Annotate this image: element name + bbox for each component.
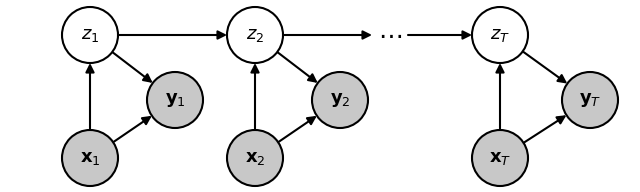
Text: $\mathbf{y}_2$: $\mathbf{y}_2$ [330, 91, 350, 109]
Circle shape [62, 7, 118, 63]
Text: $z_1$: $z_1$ [81, 26, 99, 44]
Circle shape [62, 130, 118, 186]
Text: $\mathbf{x}_1$: $\mathbf{x}_1$ [79, 149, 100, 167]
Text: $\mathbf{x}_2$: $\mathbf{x}_2$ [244, 149, 265, 167]
Text: $\mathbf{y}_1$: $\mathbf{y}_1$ [164, 91, 186, 109]
Text: $z_2$: $z_2$ [246, 26, 264, 44]
Text: $\cdots$: $\cdots$ [378, 23, 402, 47]
Text: $z_T$: $z_T$ [490, 26, 510, 44]
Circle shape [472, 130, 528, 186]
Circle shape [312, 72, 368, 128]
Circle shape [562, 72, 618, 128]
Circle shape [227, 7, 283, 63]
Text: $\mathbf{y}_T$: $\mathbf{y}_T$ [579, 91, 601, 109]
Circle shape [147, 72, 203, 128]
Circle shape [227, 130, 283, 186]
Circle shape [472, 7, 528, 63]
Text: $\mathbf{x}_T$: $\mathbf{x}_T$ [489, 149, 511, 167]
